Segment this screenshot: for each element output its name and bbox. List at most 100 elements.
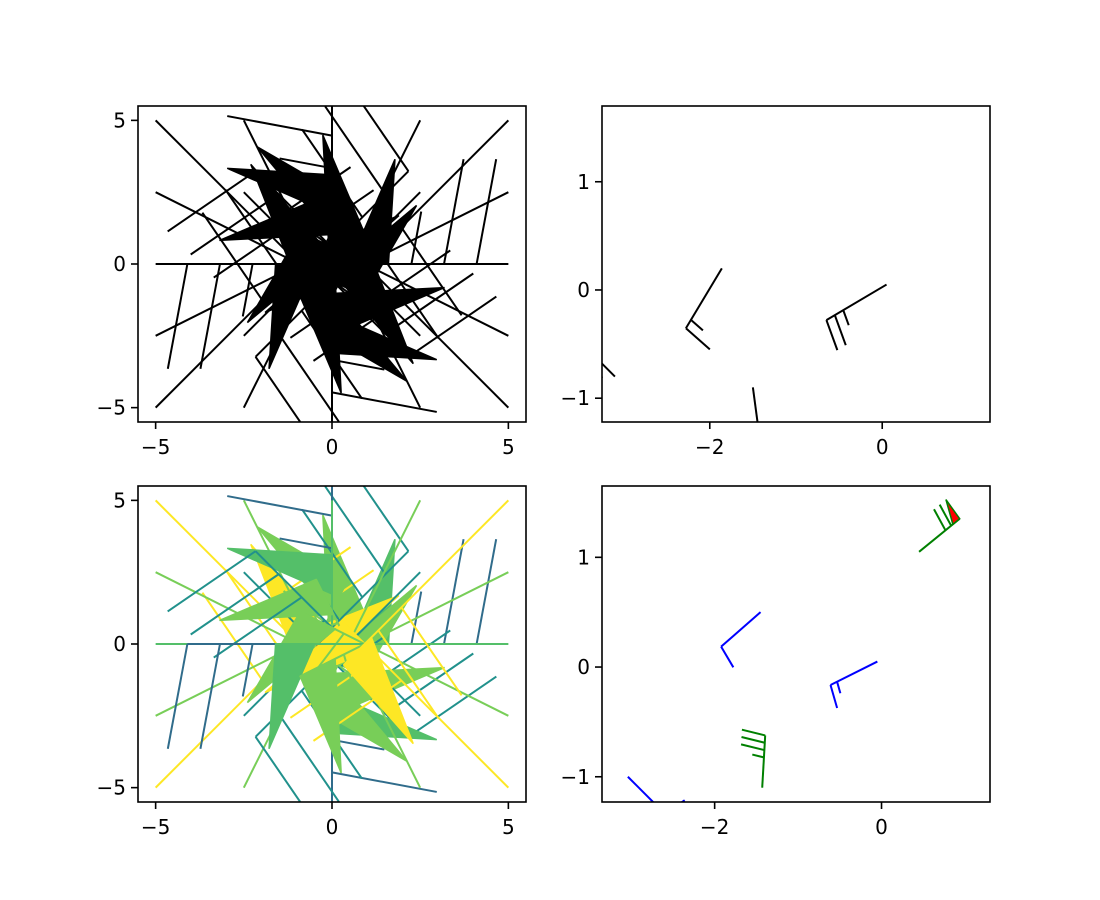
barb-2 [829, 660, 878, 709]
barb-1 [720, 611, 762, 668]
barb-flag [268, 263, 316, 370]
y-tick-label: 0 [577, 278, 590, 302]
barb-flag [342, 635, 414, 745]
barb-full [400, 606, 463, 696]
barb-full [443, 159, 465, 265]
barb-full [227, 115, 333, 137]
barb-22 [268, 643, 509, 750]
barb-full [720, 646, 735, 668]
barb-3 [740, 728, 767, 788]
y-tick-label: 1 [577, 545, 590, 569]
barbs-panel-top-left: −5 0 5 −5 0 5 [97, 105, 527, 459]
barb-23 [299, 571, 509, 774]
barb-full [190, 193, 280, 256]
barbs-layer [154, 486, 510, 802]
barb-full [324, 486, 387, 575]
barb-half [279, 157, 333, 170]
x-tick-label: −2 [700, 815, 729, 839]
barb-half [241, 263, 254, 317]
barb-full [833, 314, 847, 346]
barb-full [213, 596, 303, 659]
barb-full [199, 643, 221, 749]
barb-23 [299, 191, 509, 394]
x-tick-label: −2 [695, 435, 724, 459]
barb-24 [342, 499, 510, 745]
barb-flag [299, 277, 342, 394]
barb-half [752, 753, 765, 759]
barb-shaft [627, 776, 655, 802]
barb-flag [219, 578, 335, 622]
barbs-layer [154, 106, 510, 422]
barbs-panel-top-right: −2 0 −1 0 1 [561, 105, 991, 459]
barb-full [190, 573, 280, 636]
y-tick-label: 5 [113, 108, 126, 132]
y-tick-label: 0 [113, 252, 126, 276]
barb-2 [825, 283, 888, 351]
barb-shaft [602, 362, 616, 378]
x-tick-label: 5 [502, 815, 515, 839]
barbs-panel-bottom-right: −2 0 −1 0 1 [561, 485, 991, 839]
barb-half [279, 537, 333, 550]
barb-full [362, 486, 410, 552]
y-tick-label: 5 [113, 488, 126, 512]
barb-half [241, 643, 254, 697]
barb-full [227, 495, 333, 517]
barb-shaft [761, 735, 767, 788]
x-tick-label: 0 [876, 435, 889, 459]
barb-full [254, 736, 302, 802]
y-tick-label: −5 [97, 396, 126, 420]
barb-half [690, 319, 704, 332]
barb-shaft [685, 267, 723, 329]
barb-full [407, 675, 497, 738]
barb-full [277, 713, 340, 802]
barb-half [331, 738, 385, 751]
barb-full [407, 295, 497, 358]
barb-full [201, 212, 264, 302]
x-tick-label: −5 [141, 435, 170, 459]
barb-full [254, 356, 302, 422]
barb-full [475, 159, 498, 265]
barb-full [384, 652, 474, 715]
plot-area [602, 486, 990, 802]
y-tick-label: 1 [577, 170, 590, 194]
barb-full [362, 106, 410, 172]
barbs-layer [627, 499, 961, 802]
axes-frame [601, 485, 991, 803]
barb-flag [268, 643, 316, 750]
x-tick-label: 0 [326, 435, 339, 459]
x-tick-label: 5 [502, 435, 515, 459]
barb-full [740, 743, 765, 752]
barb-half [842, 309, 850, 326]
barb-full [167, 170, 257, 233]
y-tick-label: −1 [561, 386, 590, 410]
barb-full [825, 319, 839, 351]
barbs-panel-bottom-left: −5 0 5 −5 0 5 [97, 485, 527, 839]
barb-full [475, 539, 498, 645]
barb-half [331, 358, 385, 371]
barb-full [741, 736, 766, 744]
axes-frame [601, 105, 991, 423]
barb-full [443, 539, 465, 645]
barb-22 [268, 263, 509, 370]
barb-full [377, 249, 440, 339]
plot-area [602, 106, 990, 422]
barb-flag [299, 657, 342, 774]
barb-full [277, 333, 340, 422]
y-tick-label: 0 [577, 655, 590, 679]
barb-shaft [825, 283, 888, 321]
barb-4 [627, 776, 686, 802]
barb-full [166, 263, 189, 369]
barb-full [201, 592, 264, 682]
barb-full [331, 771, 437, 793]
barb-flag [945, 499, 961, 526]
y-tick-label: −5 [97, 776, 126, 800]
barb-full [384, 272, 474, 335]
barb-full [933, 508, 947, 531]
barb-full [741, 728, 766, 737]
barb-flag [342, 255, 414, 365]
barb-flag [219, 198, 335, 242]
y-tick-label: −1 [561, 765, 590, 789]
barb-full [166, 643, 189, 749]
barb-half [836, 681, 842, 694]
x-tick-label: 0 [326, 815, 339, 839]
